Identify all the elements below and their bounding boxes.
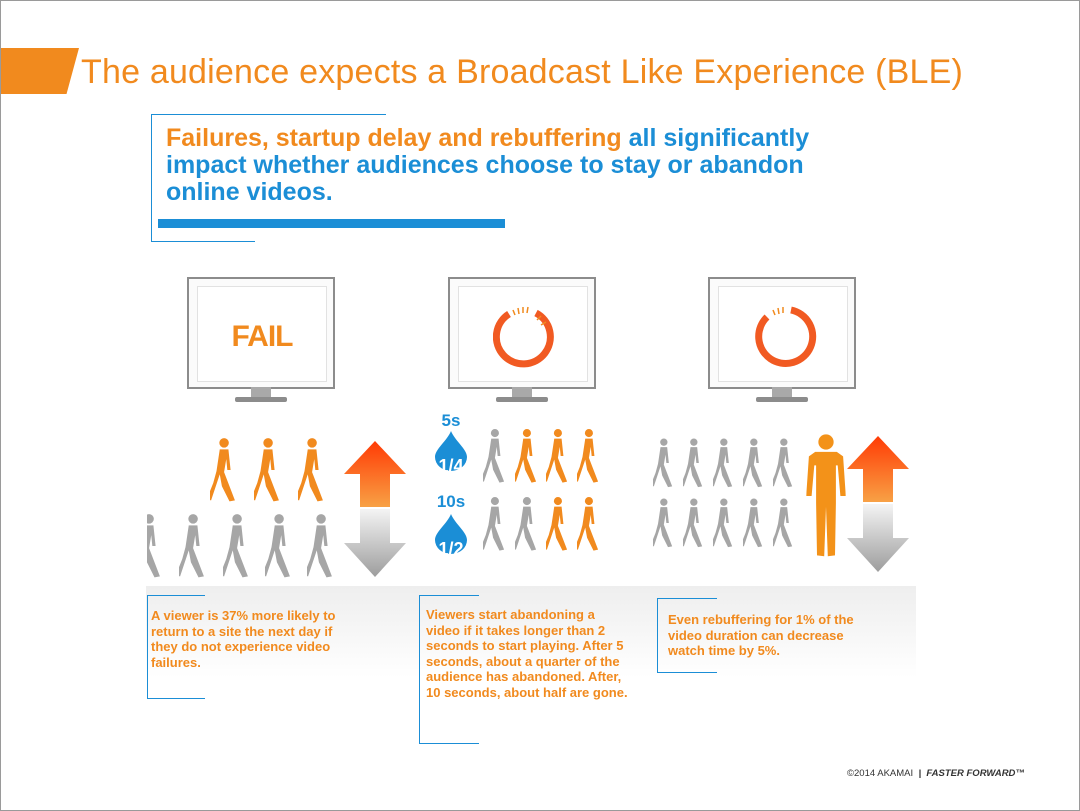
non-returning-viewers bbox=[147, 514, 332, 578]
viewer-figure-gray bbox=[307, 514, 332, 578]
viewer-figure-gray bbox=[743, 438, 763, 488]
drop-icon bbox=[435, 514, 467, 554]
viewer-figure-gray bbox=[743, 498, 763, 548]
title-accent-bar bbox=[1, 48, 79, 94]
footer-copyright: ©2014 AKAMAI bbox=[847, 768, 914, 779]
footer-separator: | bbox=[918, 768, 922, 779]
monitor-screen bbox=[448, 277, 596, 389]
headline-underline-bar bbox=[158, 219, 505, 228]
viewer-figure-gray bbox=[683, 438, 703, 488]
viewer-figure-orange bbox=[546, 497, 568, 551]
viewers-after-5s bbox=[483, 429, 599, 483]
headline-frame-left bbox=[151, 114, 152, 242]
viewer-figure-gray bbox=[653, 498, 673, 548]
headline-rest: all significantly impact whether audienc… bbox=[166, 124, 810, 206]
viewer-figure-gray bbox=[179, 514, 204, 578]
viewer-figure-orange bbox=[577, 429, 599, 483]
monitor-base bbox=[235, 397, 287, 402]
monitor-screen: FAIL bbox=[187, 277, 335, 389]
headline-frame-bottom bbox=[151, 241, 255, 242]
returning-viewers bbox=[210, 438, 323, 502]
viewer-figure-orange bbox=[254, 438, 279, 502]
viewers-after-10s bbox=[483, 497, 599, 551]
headline-highlight: Failures, startup delay and rebuffering bbox=[166, 124, 622, 152]
viewer-figure-gray bbox=[653, 438, 673, 488]
standing-viewer-figure bbox=[806, 434, 846, 557]
fraction-quarter-label: 1/4 bbox=[438, 456, 464, 476]
loading-spinner-icon bbox=[755, 306, 817, 367]
viewer-figure-gray bbox=[713, 438, 733, 488]
viewer-figure-gray bbox=[515, 497, 537, 551]
footer-tagline: FASTER FORWARD™ bbox=[926, 768, 1025, 779]
viewer-figure-orange bbox=[577, 497, 599, 551]
caption-startup-delay: Viewers start abandoning a video if it t… bbox=[426, 607, 628, 700]
up-down-arrow-icon bbox=[847, 436, 909, 572]
loading-spinner-icon bbox=[493, 306, 554, 368]
viewer-figure-gray bbox=[265, 514, 290, 578]
viewers-row-top bbox=[653, 438, 793, 488]
footer: ©2014 AKAMAI | FASTER FORWARD™ bbox=[847, 768, 1025, 779]
viewer-figure-gray bbox=[223, 514, 248, 578]
headline: Failures, startup delay and rebuffering … bbox=[166, 125, 846, 206]
viewer-figure-gray bbox=[147, 514, 160, 578]
viewer-figure-orange bbox=[546, 429, 568, 483]
fail-label: FAIL bbox=[231, 320, 294, 353]
viewer-figure-gray bbox=[773, 438, 793, 488]
viewer-figure-gray bbox=[773, 498, 793, 548]
fraction-half-label: 1/2 bbox=[438, 539, 464, 559]
viewer-figure-gray bbox=[483, 497, 505, 551]
monitor-base bbox=[756, 397, 808, 402]
viewers-row-bottom bbox=[653, 498, 793, 548]
viewer-figure-gray bbox=[483, 429, 505, 483]
up-down-arrow-icon bbox=[344, 441, 406, 577]
monitor-stand bbox=[251, 387, 271, 398]
viewer-figure-orange bbox=[298, 438, 323, 502]
captions-background bbox=[146, 586, 916, 753]
viewer-figure-orange bbox=[210, 438, 235, 502]
slide-title: The audience expects a Broadcast Like Ex… bbox=[81, 53, 964, 91]
monitor-stand bbox=[772, 387, 792, 398]
viewer-figure-gray bbox=[713, 498, 733, 548]
monitor-screen bbox=[708, 277, 856, 389]
caption-rebuffering: Even rebuffering for 1% of the video dur… bbox=[668, 612, 854, 658]
monitor-base bbox=[496, 397, 548, 402]
drop-icon bbox=[435, 431, 467, 471]
headline-frame-top bbox=[151, 114, 386, 115]
viewer-figure-orange bbox=[515, 429, 537, 483]
delay-10s-label: 10s bbox=[436, 492, 466, 511]
monitor-stand bbox=[512, 387, 532, 398]
caption-failures: A viewer is 37% more likely to return to… bbox=[151, 608, 336, 670]
delay-5s-label: 5s bbox=[441, 411, 461, 430]
viewer-figure-gray bbox=[683, 498, 703, 548]
